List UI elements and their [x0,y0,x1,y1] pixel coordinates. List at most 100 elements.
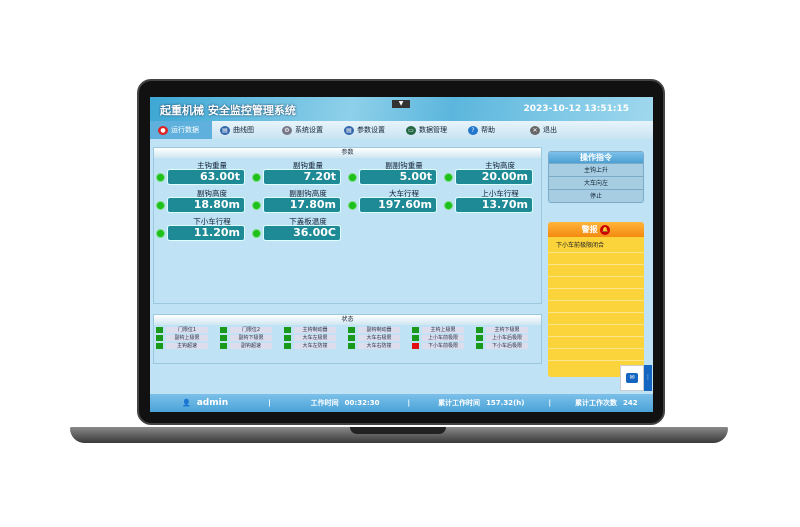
params-title: 参数 [154,148,541,158]
menu-item[interactable]: ▤ 曲线图 [212,121,274,139]
param-label: 副钩重量 [293,161,323,170]
param-cell: 副钩重量 7.20t [252,161,348,184]
menu-item-label: 参数设置 [357,126,385,134]
side-tab[interactable]: ⋮ [644,365,652,391]
divider: | [407,399,411,407]
status-label: 副钩下极限 [230,335,272,341]
param-value: 13.70m [456,198,532,212]
clock: 2023-10-12 13:51:15 [523,104,629,114]
status-label: 下小车前极限 [422,343,464,349]
status-item: 门限位1 [156,327,220,333]
param-cell: 副钩高度 18.80m [156,189,252,212]
main-menu: ● 运行数据 ▤ 曲线图 ⚙ 系统设置 ▤ 参数设置 ▭ 数据管理? 帮助 ✕ 退出 [150,121,653,139]
param-value: 5.00t [360,170,436,184]
status-item: 大车右极限 [348,335,412,341]
status-indicator [220,327,227,333]
status-label: 大车右防撞 [358,343,400,349]
status-panel: 状态 门限位1 门限位2 主钩制动器 副钩制动器 主钩上极限 主钩下极限 副钩上极限 副钩下极… [153,314,542,364]
status-item: 副钩超速 [220,343,284,349]
param-label: 副钩高度 [197,189,227,198]
menu-item[interactable]: ? 帮助 [460,121,522,139]
collapse-button[interactable]: ▼ [392,100,410,108]
chat-icon: ✉ [626,373,638,383]
status-item: 上小车前极限 [412,335,476,341]
status-indicator [284,343,291,349]
divider: | [268,399,271,407]
params-panel: 参数 主钩重量 63.00t 副钩重量 7.20t 副副钩重量 5.00t 主钩高度 20.0… [153,147,542,304]
status-label: 上小车前极限 [422,335,464,341]
record-icon: ● [158,125,168,135]
status-item: 主钩超速 [156,343,220,349]
param-value: 197.60m [360,198,436,212]
command-button[interactable]: 停止 [549,189,643,202]
status-indicator [284,327,291,333]
param-value: 18.80m [168,198,244,212]
menu-item-label: 数据管理 [419,126,447,134]
status-bar: 👤 admin | 工作时间 00:32:30 | 累计工作时间 157.32(h) … [150,394,653,412]
param-label: 主钩重量 [197,161,227,170]
status-item: 下小车后极限 [476,343,540,349]
command-button[interactable]: 主钩上升 [549,163,643,176]
param-label: 副副钩重量 [385,161,423,170]
commands-panel: 操作指令 主钩上升 大车向左 停止 [548,151,644,203]
alarm-empty-row [548,337,644,349]
status-item: 大车左极限 [284,335,348,341]
divider: | [548,399,552,407]
status-label: 副钩超速 [230,343,272,349]
alarm-empty-row [548,253,644,265]
param-value: 11.20m [168,226,244,240]
menu-item[interactable]: ▤ 参数设置 [336,121,398,139]
status-label: 门限位1 [166,327,208,333]
alarm-title: 警报 🔔 [548,222,644,237]
total-time: 157.32(h) [486,399,525,407]
status-item: 下小车前极限 [412,343,476,349]
status-indicator [348,327,355,333]
status-item: 大车右防撞 [348,343,412,349]
menu-item[interactable]: ✕ 退出 [522,121,584,139]
menu-item[interactable]: ⚙ 系统设置 [274,121,336,139]
menu-item[interactable]: ● 运行数据 [150,121,212,139]
monitor-icon: ▭ [406,125,416,135]
gear-icon: ⚙ [282,125,292,135]
username: admin [196,398,229,408]
status-item: 主钩制动器 [284,327,348,333]
menu-item-label: 系统设置 [295,126,323,134]
param-cell: 大车行程 197.60m [348,189,444,212]
status-label: 门限位2 [230,327,272,333]
status-led [348,172,357,182]
status-indicator [156,343,163,349]
status-item: 主钩上极限 [412,327,476,333]
status-item: 上小车后极限 [476,335,540,341]
menu-item-label: 曲线图 [233,126,254,134]
param-label: 下盖板温度 [289,217,327,226]
status-led [444,172,453,182]
status-label: 主钩上极限 [422,327,464,333]
status-label: 大车左极限 [294,335,336,341]
alarm-panel: 警报 🔔 下小车前极限闭合 [548,222,644,377]
param-label: 下小车行程 [193,217,231,226]
user-icon: 👤 [182,399,191,407]
side-widget[interactable]: ✉ [620,365,644,391]
param-cell: 副副钩高度 17.80m [252,189,348,212]
count-label: 累计工作次数 [575,399,618,407]
alarm-title-text: 警报 [581,225,598,234]
status-indicator [220,335,227,341]
status-led [156,200,165,210]
commands-title: 操作指令 [549,152,643,163]
status-indicator [476,327,483,333]
status-led [444,200,453,210]
param-cell: 上小车行程 13.70m [444,189,540,212]
param-value: 36.00C [264,226,340,240]
param-cell: 下盖板温度 36.00C [252,217,348,240]
alarm-empty-row [548,277,644,289]
command-button[interactable]: 大车向左 [549,176,643,189]
param-label: 大车行程 [389,189,419,198]
status-label: 大车右极限 [358,335,400,341]
status-led [252,228,261,238]
work-time: 00:32:30 [344,399,380,407]
status-item: 门限位2 [220,327,284,333]
laptop-base [70,427,728,443]
param-label: 主钩高度 [485,161,515,170]
menu-item[interactable]: ▭ 数据管理 [398,121,460,139]
status-label: 主钩超速 [166,343,208,349]
